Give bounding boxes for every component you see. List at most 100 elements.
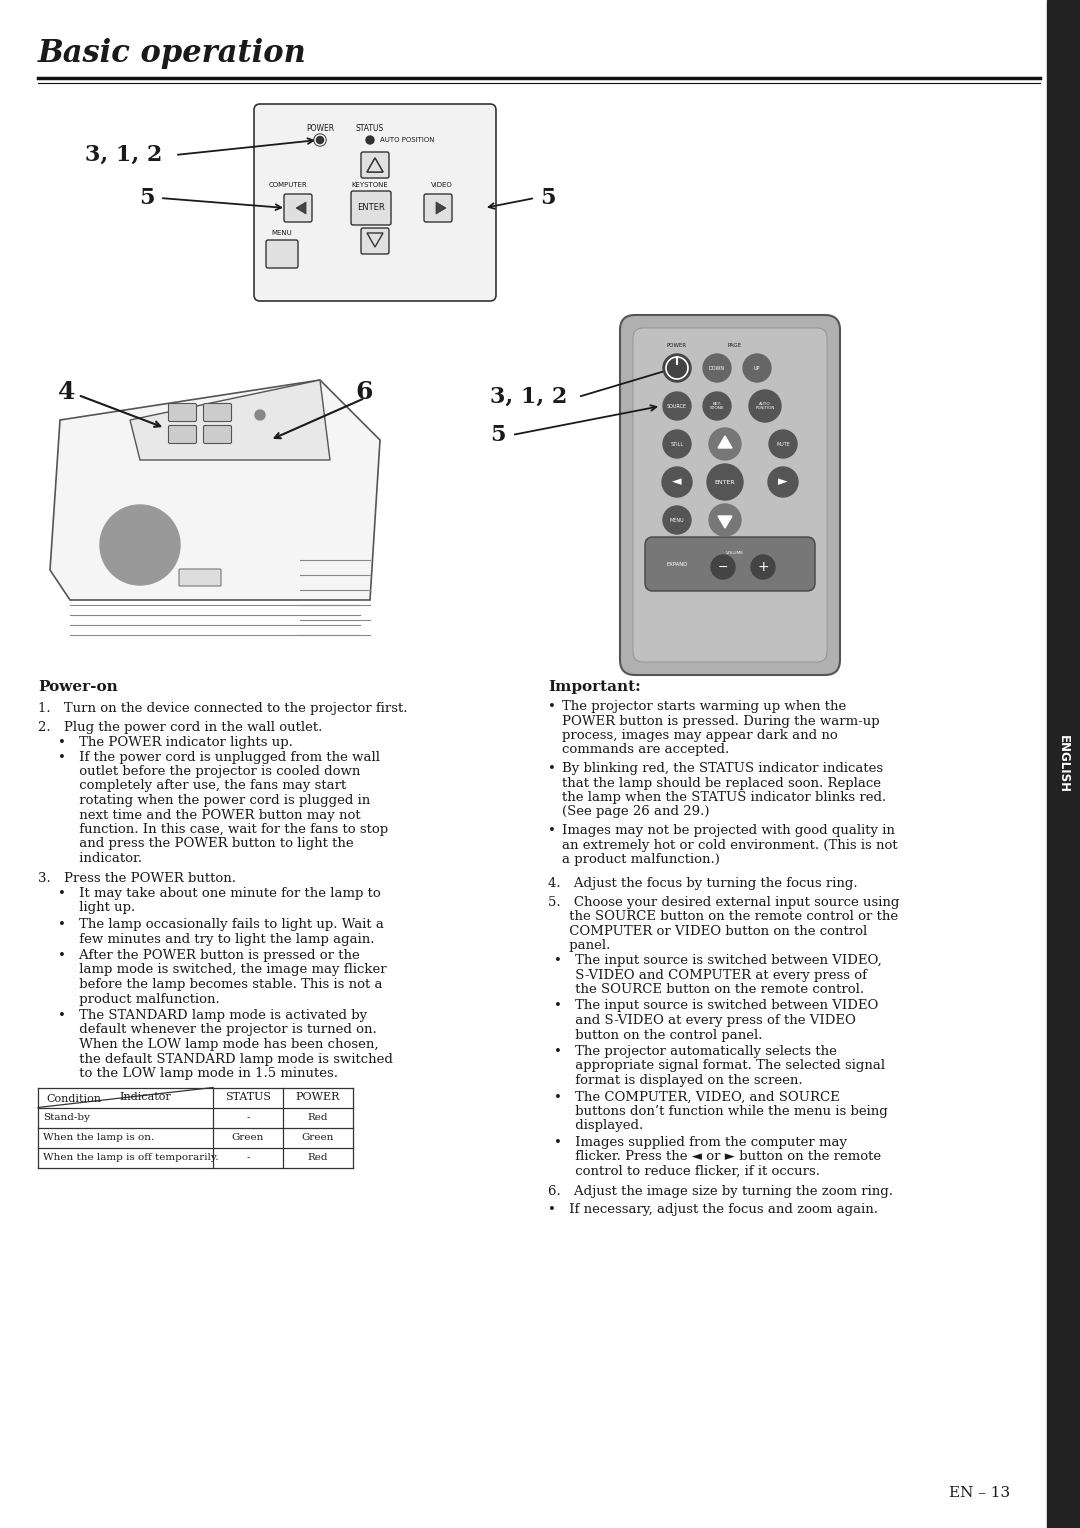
Circle shape	[751, 555, 775, 579]
Circle shape	[663, 393, 691, 420]
Text: 3, 1, 2: 3, 1, 2	[85, 144, 162, 167]
Circle shape	[663, 429, 691, 458]
Polygon shape	[296, 202, 306, 214]
Text: • The COMPUTER, VIDEO, and SOURCE: • The COMPUTER, VIDEO, and SOURCE	[554, 1091, 840, 1103]
Text: a product malfunction.): a product malfunction.)	[562, 853, 720, 866]
Text: Green: Green	[232, 1132, 265, 1141]
FancyBboxPatch shape	[351, 191, 391, 225]
Circle shape	[100, 504, 180, 585]
Text: 5. Choose your desired external input source using: 5. Choose your desired external input so…	[548, 895, 900, 909]
Text: EN – 13: EN – 13	[949, 1487, 1010, 1500]
Text: and press the POWER button to light the: and press the POWER button to light the	[58, 837, 353, 851]
Text: -: -	[246, 1112, 249, 1122]
Text: STATUS: STATUS	[225, 1091, 271, 1102]
Text: POWER: POWER	[667, 342, 687, 348]
Text: 4. Adjust the focus by turning the focus ring.: 4. Adjust the focus by turning the focus…	[548, 877, 858, 889]
Text: MUTE: MUTE	[777, 442, 789, 446]
Text: function. In this case, wait for the fans to stop: function. In this case, wait for the fan…	[58, 824, 388, 836]
Text: the SOURCE button on the remote control.: the SOURCE button on the remote control.	[554, 983, 864, 996]
Text: Basic operation: Basic operation	[38, 38, 307, 69]
Text: 6. Adjust the image size by turning the zoom ring.: 6. Adjust the image size by turning the …	[548, 1186, 893, 1198]
Text: By blinking red, the STATUS indicator indicates: By blinking red, the STATUS indicator in…	[562, 762, 883, 775]
Circle shape	[662, 468, 692, 497]
Text: STILL: STILL	[671, 442, 684, 446]
Text: −: −	[718, 561, 728, 573]
Text: Stand-by: Stand-by	[43, 1112, 90, 1122]
Text: Green: Green	[301, 1132, 334, 1141]
Text: +: +	[757, 559, 769, 575]
Bar	[1047, 0, 1080, 1528]
Circle shape	[743, 354, 771, 382]
FancyBboxPatch shape	[361, 151, 389, 177]
Text: commands are accepted.: commands are accepted.	[562, 744, 729, 756]
Text: SOURCE: SOURCE	[667, 403, 687, 408]
Text: (See page 26 and 29.): (See page 26 and 29.)	[562, 805, 710, 819]
Text: displayed.: displayed.	[554, 1120, 644, 1132]
Circle shape	[255, 410, 265, 420]
Polygon shape	[367, 157, 383, 173]
Text: • The lamp occasionally fails to light up. Wait a: • The lamp occasionally fails to light u…	[58, 918, 383, 931]
Text: • The input source is switched between VIDEO: • The input source is switched between V…	[554, 999, 878, 1013]
Text: • If the power cord is unplugged from the wall: • If the power cord is unplugged from th…	[58, 750, 380, 764]
Circle shape	[703, 393, 731, 420]
Text: ENGLISH: ENGLISH	[1056, 735, 1069, 793]
Text: flicker. Press the ◄ or ► button on the remote: flicker. Press the ◄ or ► button on the …	[554, 1151, 881, 1163]
Text: AUTO POSITION: AUTO POSITION	[380, 138, 434, 144]
Text: Red: Red	[308, 1154, 328, 1161]
Text: •: •	[548, 824, 556, 837]
FancyBboxPatch shape	[361, 228, 389, 254]
FancyBboxPatch shape	[424, 194, 453, 222]
Text: COMPUTER or VIDEO button on the control: COMPUTER or VIDEO button on the control	[548, 924, 867, 938]
FancyBboxPatch shape	[284, 194, 312, 222]
Text: ENTER: ENTER	[357, 203, 384, 212]
Text: Important:: Important:	[548, 680, 640, 694]
Polygon shape	[367, 232, 383, 248]
FancyBboxPatch shape	[168, 403, 197, 422]
Circle shape	[750, 390, 781, 422]
Text: S-VIDEO and COMPUTER at every press of: S-VIDEO and COMPUTER at every press of	[554, 969, 867, 981]
Text: When the lamp is on.: When the lamp is on.	[43, 1132, 154, 1141]
Circle shape	[366, 136, 374, 144]
Text: MENU: MENU	[272, 231, 293, 235]
Text: 6: 6	[355, 380, 373, 403]
Text: POWER: POWER	[296, 1091, 340, 1102]
Text: DOWN: DOWN	[708, 365, 725, 370]
Text: appropriate signal format. The selected signal: appropriate signal format. The selected …	[554, 1059, 886, 1073]
Polygon shape	[367, 157, 383, 173]
Polygon shape	[436, 202, 446, 214]
Circle shape	[108, 513, 172, 578]
Text: product malfunction.: product malfunction.	[58, 993, 219, 1005]
Text: • The input source is switched between VIDEO,: • The input source is switched between V…	[554, 953, 881, 967]
Text: and S-VIDEO at every press of the VIDEO: and S-VIDEO at every press of the VIDEO	[554, 1015, 855, 1027]
Text: MENU: MENU	[670, 518, 685, 523]
Text: the default STANDARD lamp mode is switched: the default STANDARD lamp mode is switch…	[58, 1053, 393, 1065]
FancyBboxPatch shape	[633, 329, 827, 662]
Text: • The projector automatically selects the: • The projector automatically selects th…	[554, 1045, 837, 1057]
Polygon shape	[718, 516, 732, 529]
Text: outlet before the projector is cooled down: outlet before the projector is cooled do…	[58, 766, 361, 778]
Text: the lamp when the STATUS indicator blinks red.: the lamp when the STATUS indicator blink…	[562, 792, 887, 804]
Polygon shape	[50, 380, 380, 601]
Text: 2. Plug the power cord in the wall outlet.: 2. Plug the power cord in the wall outle…	[38, 721, 322, 735]
FancyBboxPatch shape	[645, 536, 815, 591]
Polygon shape	[718, 435, 732, 448]
Text: to the LOW lamp mode in 1.5 minutes.: to the LOW lamp mode in 1.5 minutes.	[58, 1067, 338, 1080]
Text: 5: 5	[540, 186, 555, 209]
Text: KEYSTONE: KEYSTONE	[352, 182, 389, 188]
Text: POWER: POWER	[306, 124, 334, 133]
FancyBboxPatch shape	[266, 240, 298, 267]
Circle shape	[663, 354, 691, 382]
Text: AUTO
POSITION: AUTO POSITION	[755, 402, 774, 411]
Text: 4: 4	[58, 380, 76, 403]
Circle shape	[707, 465, 743, 500]
Text: the SOURCE button on the remote control or the: the SOURCE button on the remote control …	[548, 911, 899, 923]
FancyBboxPatch shape	[203, 425, 231, 443]
Text: UP: UP	[754, 365, 760, 370]
Text: COMPUTER: COMPUTER	[269, 182, 308, 188]
Text: STATUS: STATUS	[356, 124, 384, 133]
Text: format is displayed on the screen.: format is displayed on the screen.	[554, 1074, 802, 1086]
Circle shape	[663, 506, 691, 533]
Circle shape	[769, 429, 797, 458]
Circle shape	[768, 468, 798, 497]
Text: 3, 1, 2: 3, 1, 2	[490, 387, 567, 408]
